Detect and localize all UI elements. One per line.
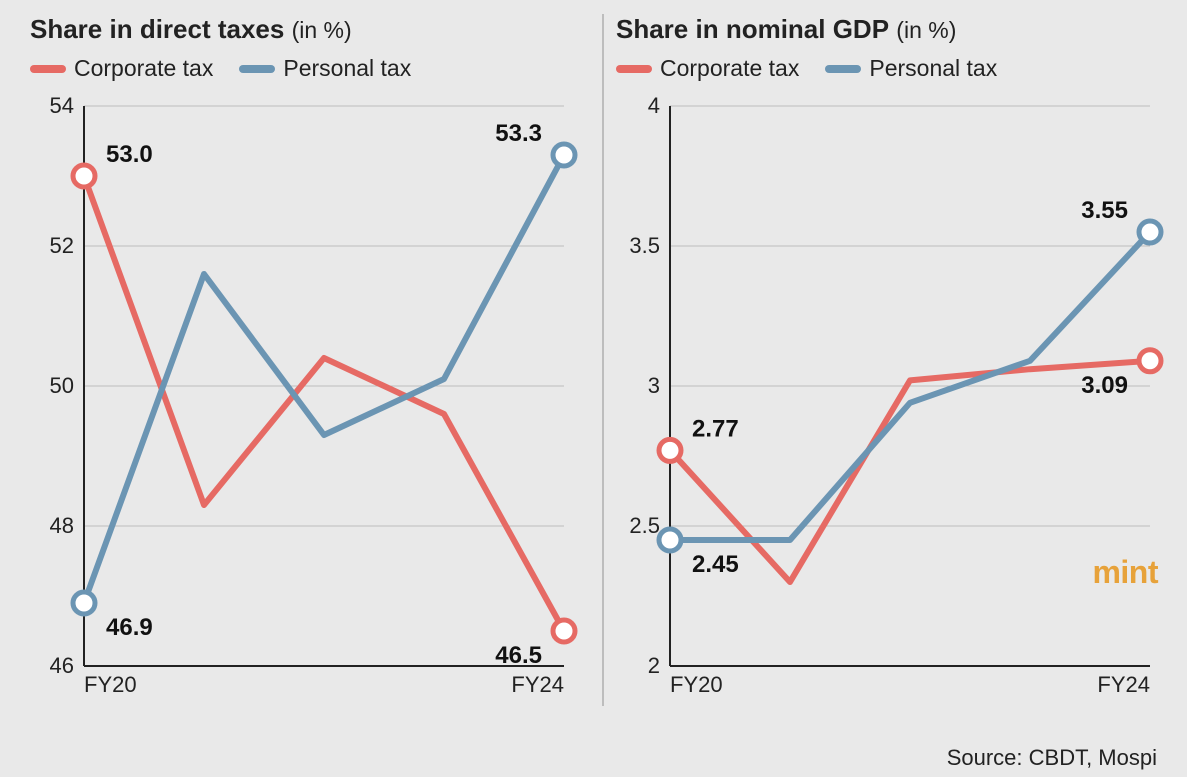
svg-text:46.9: 46.9 — [106, 614, 153, 641]
legend-personal-swatch — [239, 65, 275, 73]
legend-corporate: Corporate tax — [30, 55, 213, 82]
title-left-text: Share in direct taxes — [30, 14, 284, 44]
chart-right-wrap: 2 2.5 3 3.5 4 FY20 FY24 2.77 2.45 3.55 3.09 mint — [616, 86, 1176, 706]
chart-left: 46 48 50 52 54 FY20 FY24 53.0 46.9 53.3 46.5 — [30, 86, 590, 706]
svg-text:3.09: 3.09 — [1081, 372, 1128, 399]
panels: Share in direct taxes (in %) Corporate t… — [0, 0, 1187, 706]
title-right-text: Share in nominal GDP — [616, 14, 889, 44]
legend-personal-r: Personal tax — [825, 55, 997, 82]
svg-text:FY24: FY24 — [511, 672, 564, 697]
legend-personal-swatch-r — [825, 65, 861, 73]
chart-right: 2 2.5 3 3.5 4 FY20 FY24 2.77 2.45 3.55 3.09 — [616, 86, 1176, 706]
svg-text:2: 2 — [648, 653, 660, 678]
legend-corporate-label: Corporate tax — [74, 55, 213, 82]
svg-text:53.0: 53.0 — [106, 141, 153, 168]
svg-text:FY20: FY20 — [84, 672, 137, 697]
svg-text:FY20: FY20 — [670, 672, 723, 697]
svg-text:46: 46 — [50, 653, 74, 678]
svg-text:54: 54 — [50, 93, 74, 118]
brand-logo: mint — [1092, 554, 1158, 591]
svg-text:2.45: 2.45 — [692, 551, 739, 578]
svg-text:3: 3 — [648, 373, 660, 398]
svg-text:2.77: 2.77 — [692, 415, 739, 442]
legend-left: Corporate tax Personal tax — [30, 55, 590, 82]
svg-text:3.55: 3.55 — [1081, 197, 1128, 224]
svg-text:2.5: 2.5 — [629, 513, 660, 538]
legend-corporate-label-r: Corporate tax — [660, 55, 799, 82]
legend-personal: Personal tax — [239, 55, 411, 82]
svg-text:3.5: 3.5 — [629, 233, 660, 258]
svg-text:53.3: 53.3 — [495, 120, 542, 147]
title-left-unit: (in %) — [292, 17, 352, 43]
svg-text:52: 52 — [50, 233, 74, 258]
svg-text:46.5: 46.5 — [495, 642, 542, 669]
legend-personal-label: Personal tax — [283, 55, 411, 82]
svg-text:FY24: FY24 — [1097, 672, 1150, 697]
title-left: Share in direct taxes (in %) — [30, 14, 590, 45]
source-text: Source: CBDT, Mospi — [947, 745, 1157, 771]
legend-right: Corporate tax Personal tax — [616, 55, 1176, 82]
legend-corporate-swatch-r — [616, 65, 652, 73]
legend-personal-label-r: Personal tax — [869, 55, 997, 82]
panel-left: Share in direct taxes (in %) Corporate t… — [18, 14, 602, 706]
svg-text:50: 50 — [50, 373, 74, 398]
svg-text:48: 48 — [50, 513, 74, 538]
chart-left-wrap: 46 48 50 52 54 FY20 FY24 53.0 46.9 53.3 46.5 — [30, 86, 590, 706]
panel-right: Share in nominal GDP (in %) Corporate ta… — [602, 14, 1187, 706]
title-right-unit: (in %) — [896, 17, 956, 43]
title-right: Share in nominal GDP (in %) — [616, 14, 1176, 45]
legend-corporate-swatch — [30, 65, 66, 73]
legend-corporate-r: Corporate tax — [616, 55, 799, 82]
svg-text:4: 4 — [648, 93, 660, 118]
